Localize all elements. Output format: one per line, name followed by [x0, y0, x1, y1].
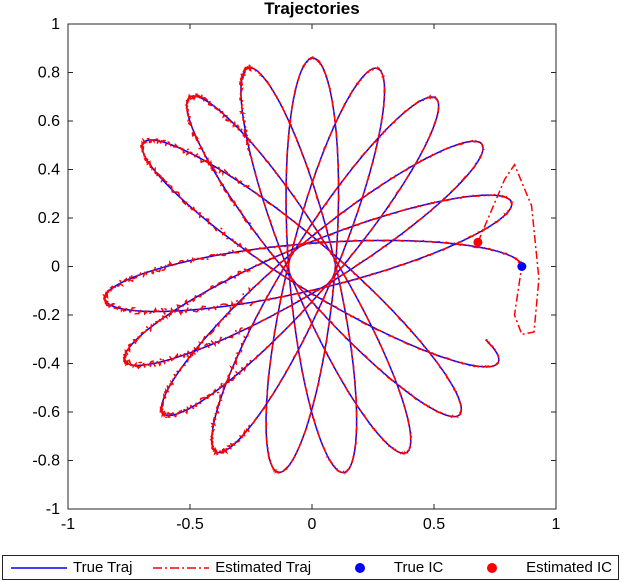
legend-label-true-traj: True Traj: [73, 559, 133, 576]
blue-dot-icon: [354, 562, 365, 573]
x-tick-label: -1: [61, 516, 75, 533]
legend-label-estimated-traj: Estimated Traj: [215, 559, 312, 576]
y-tick-label: 1: [51, 16, 60, 33]
legend-label-true-ic: True IC: [393, 559, 444, 576]
legend-item-true-ic: True IC: [330, 559, 443, 576]
estimated-ic-marker: [473, 237, 483, 247]
legend-item-true-traj: True Traj: [9, 559, 132, 576]
y-tick-label: 0.6: [38, 113, 60, 130]
solid-line-icon: [11, 566, 67, 569]
legend: True Traj Estimated Traj True IC Estimat…: [2, 555, 619, 580]
red-dot-icon: [487, 562, 498, 573]
chart-title: Trajectories: [264, 0, 359, 18]
true-ic-marker: [517, 262, 527, 271]
y-tick-label: -0.6: [32, 404, 60, 421]
dash-dot-line-icon: [153, 566, 210, 569]
x-tick-label: 0.5: [423, 516, 445, 533]
axes-frame: [67, 23, 557, 510]
x-tick-label: 0: [308, 516, 317, 533]
y-tick-label: -0.2: [32, 307, 60, 324]
plot-area: [102, 55, 540, 475]
x-axis: -1 -0.5 0 0.5 1: [61, 24, 561, 533]
trajectory-plot: -1 -0.5 0 0.5 1 -1 -0.8 -0.6 -0.4 -0.2 0 0.2 0.4 0.6…: [32, 0, 561, 533]
y-tick-label: 0.4: [38, 162, 60, 179]
y-tick-label: 0.2: [38, 210, 60, 227]
legend-item-estimated-traj: Estimated Traj: [151, 559, 311, 576]
axes-box: [67, 23, 557, 510]
x-tick-label: 1: [552, 516, 561, 533]
estimated-trajectory-line: [102, 55, 540, 475]
legend-label-estimated-ic: Estimated IC: [526, 559, 612, 576]
y-tick-label: -0.8: [32, 453, 60, 470]
y-tick-label: 0: [51, 259, 60, 276]
x-tick-label: -0.5: [176, 516, 204, 533]
y-tick-label: 0.8: [38, 65, 60, 82]
y-tick-label: -0.4: [32, 356, 60, 373]
y-axis: -1 -0.8 -0.6 -0.4 -0.2 0 0.2 0.4 0.6 0.8 1: [32, 16, 556, 518]
legend-item-estimated-ic: Estimated IC: [462, 559, 612, 576]
y-tick-label: -1: [46, 501, 60, 518]
